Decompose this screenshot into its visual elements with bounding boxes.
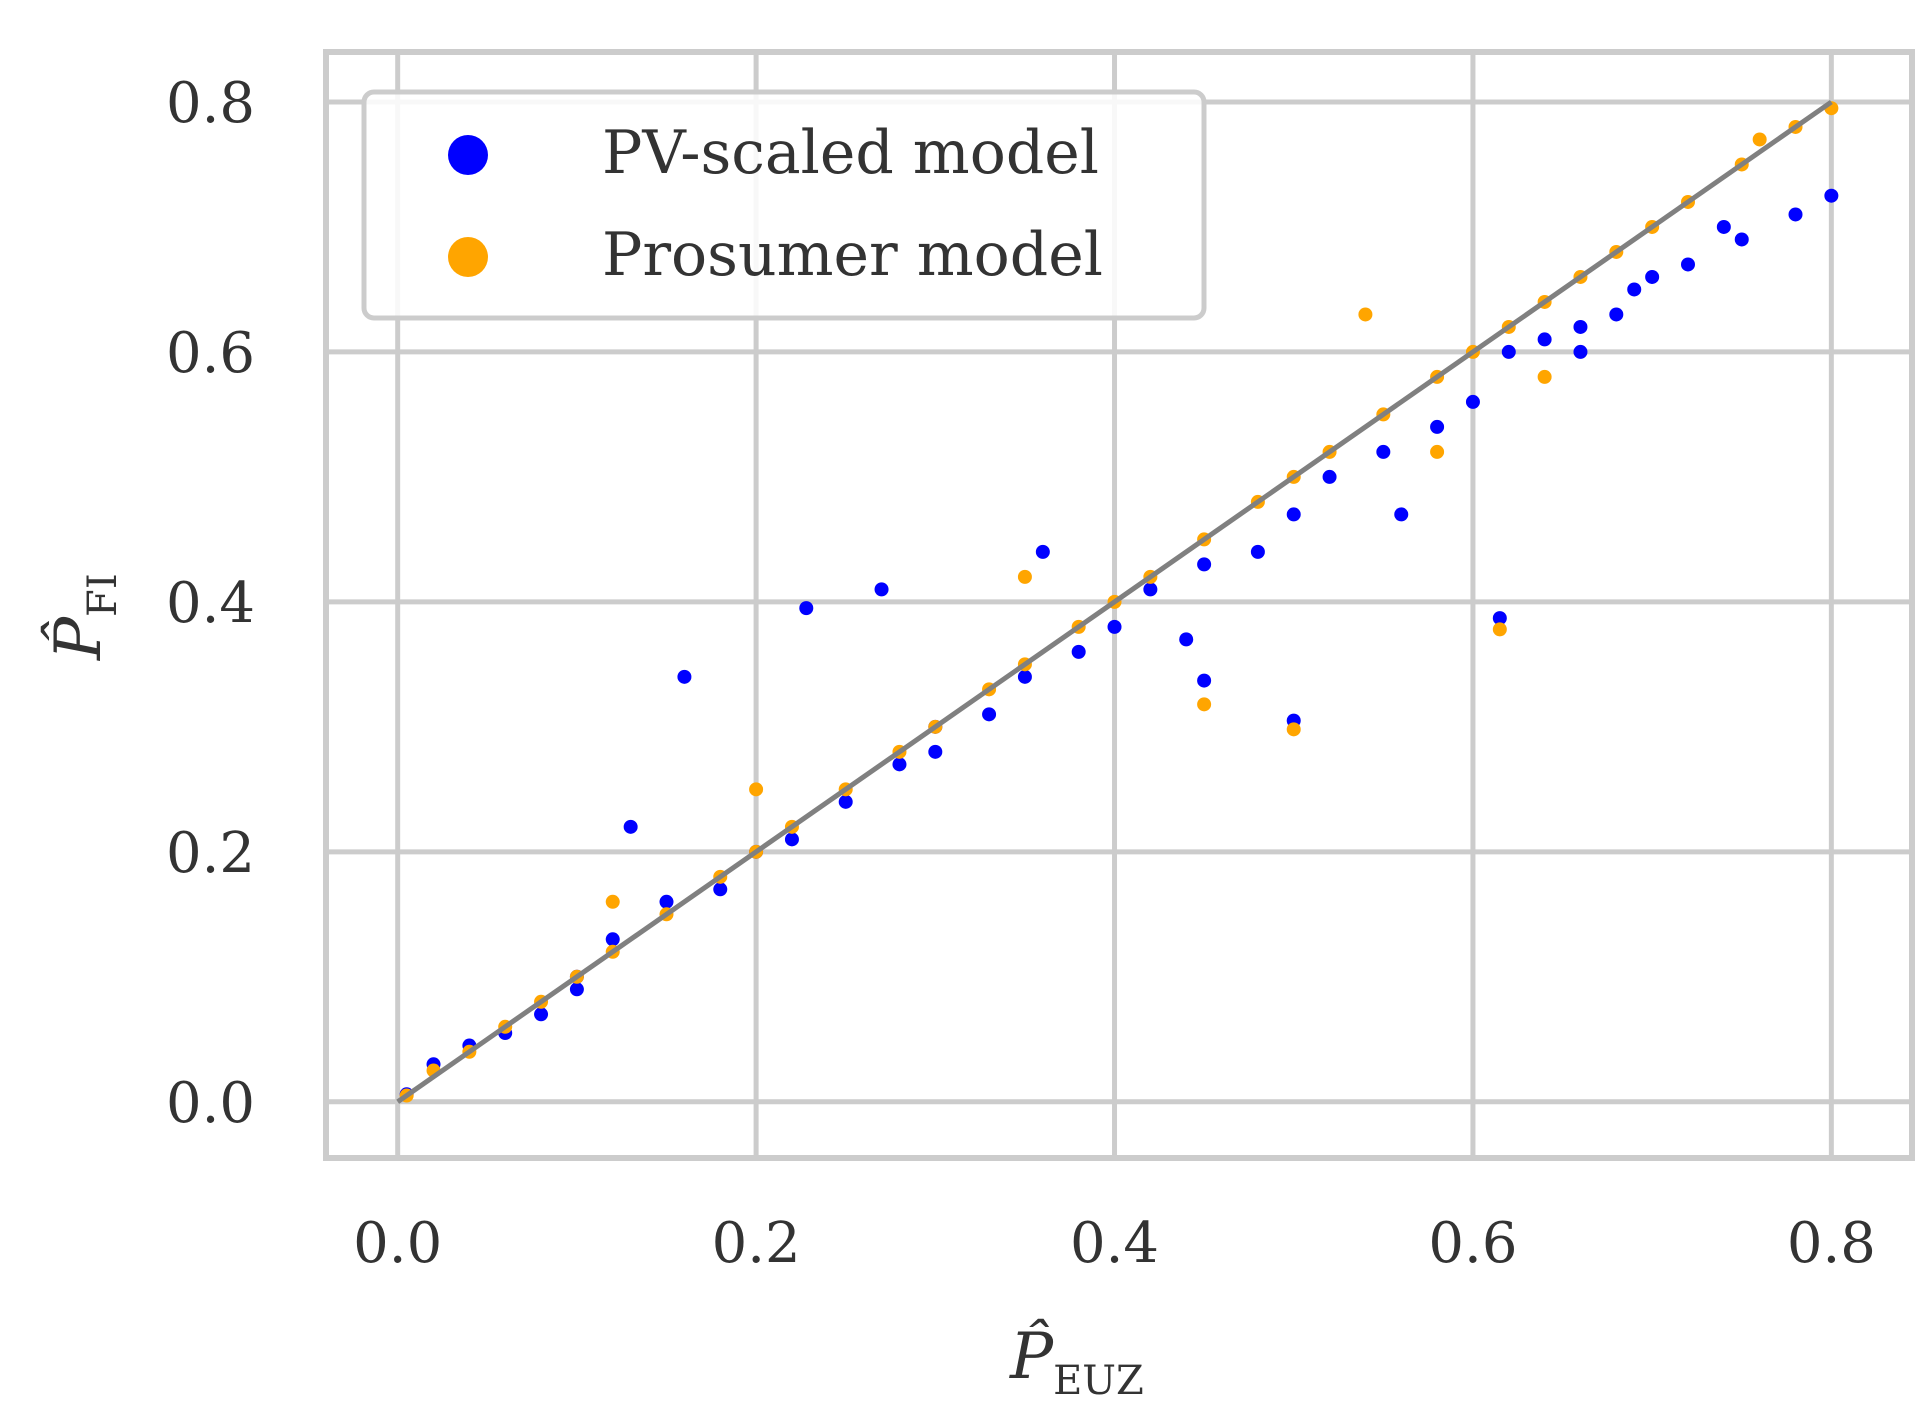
data-point bbox=[1752, 132, 1767, 147]
data-point bbox=[1430, 444, 1445, 459]
data-point bbox=[1394, 507, 1409, 522]
data-point bbox=[1197, 697, 1212, 712]
data-point bbox=[1107, 619, 1122, 634]
x-axis-label-symbol: P̂ bbox=[1009, 1319, 1054, 1394]
legend-box bbox=[361, 89, 1207, 321]
y-axis-label-subscript: FI bbox=[80, 573, 126, 617]
legend-marker-pv-scaled bbox=[448, 135, 488, 175]
data-point bbox=[1322, 469, 1337, 484]
y-tick-labels: 0.0 0.2 0.4 0.6 0.8 bbox=[166, 71, 255, 1136]
data-point bbox=[1573, 344, 1588, 359]
data-point bbox=[677, 669, 692, 684]
data-point bbox=[1430, 419, 1445, 434]
x-tick-label: 0.2 bbox=[712, 1211, 801, 1276]
plot-frame bbox=[323, 49, 1915, 1161]
data-point bbox=[749, 782, 764, 797]
data-point bbox=[659, 894, 674, 909]
data-point bbox=[1376, 444, 1391, 459]
data-point bbox=[1465, 394, 1480, 409]
legend-label-prosumer: Prosumer model bbox=[602, 220, 1103, 290]
data-point bbox=[1179, 632, 1194, 647]
data-point bbox=[1035, 544, 1050, 559]
data-point bbox=[1358, 307, 1373, 322]
data-point bbox=[1573, 319, 1588, 334]
data-point bbox=[1734, 232, 1749, 247]
data-point bbox=[1197, 673, 1212, 688]
data-point bbox=[1501, 344, 1516, 359]
y-tick-label: 0.8 bbox=[166, 71, 255, 136]
y-tick-label: 0.4 bbox=[166, 571, 255, 636]
data-point bbox=[1788, 207, 1803, 222]
data-point bbox=[1017, 669, 1032, 684]
y-tick-label: 0.6 bbox=[166, 321, 255, 386]
data-point bbox=[1286, 722, 1301, 737]
data-point bbox=[892, 757, 907, 772]
legend-label-pv-scaled: PV-scaled model bbox=[602, 118, 1099, 188]
data-point bbox=[605, 932, 620, 947]
data-point bbox=[1250, 544, 1265, 559]
x-tick-label: 0.0 bbox=[353, 1211, 442, 1276]
data-point bbox=[1537, 369, 1552, 384]
data-point bbox=[605, 894, 620, 909]
data-point bbox=[1537, 332, 1552, 347]
data-point bbox=[799, 601, 814, 616]
data-point bbox=[623, 819, 638, 834]
x-tick-label: 0.6 bbox=[1428, 1211, 1517, 1276]
data-point bbox=[534, 1007, 549, 1022]
data-point bbox=[982, 707, 997, 722]
reference-line-y-equals-x bbox=[396, 99, 1833, 1104]
y-tick-label: 0.0 bbox=[166, 1071, 255, 1136]
x-axis-label-subscript: EUZ bbox=[1053, 1358, 1144, 1404]
data-point bbox=[1824, 188, 1839, 203]
data-point bbox=[1609, 307, 1624, 322]
data-point bbox=[1492, 611, 1507, 626]
data-point bbox=[838, 794, 853, 809]
data-point bbox=[1197, 557, 1212, 572]
data-point bbox=[1071, 644, 1086, 659]
data-point bbox=[928, 744, 943, 759]
data-point bbox=[1492, 622, 1507, 637]
data-point bbox=[874, 582, 889, 597]
x-tick-label: 0.8 bbox=[1787, 1211, 1876, 1276]
data-point bbox=[1143, 582, 1158, 597]
data-point bbox=[1627, 282, 1642, 297]
legend: PV-scaled model Prosumer model bbox=[361, 89, 1207, 321]
x-axis-label: P̂EUZ bbox=[1009, 1319, 1144, 1404]
data-point bbox=[784, 832, 799, 847]
data-point bbox=[1286, 507, 1301, 522]
data-point bbox=[713, 882, 728, 897]
data-point bbox=[1716, 219, 1731, 234]
x-tick-label: 0.4 bbox=[1070, 1211, 1159, 1276]
legend-marker-prosumer bbox=[448, 237, 488, 277]
data-point bbox=[1645, 269, 1660, 284]
y-axis-label-symbol: P̂ bbox=[41, 616, 116, 661]
y-tick-label: 0.2 bbox=[166, 821, 255, 886]
data-point bbox=[569, 982, 584, 997]
data-point bbox=[1680, 257, 1695, 272]
x-tick-labels: 0.0 0.2 0.4 0.6 0.8 bbox=[353, 1211, 1876, 1276]
data-point bbox=[1017, 569, 1032, 584]
y-axis-label: P̂FI bbox=[41, 573, 126, 661]
